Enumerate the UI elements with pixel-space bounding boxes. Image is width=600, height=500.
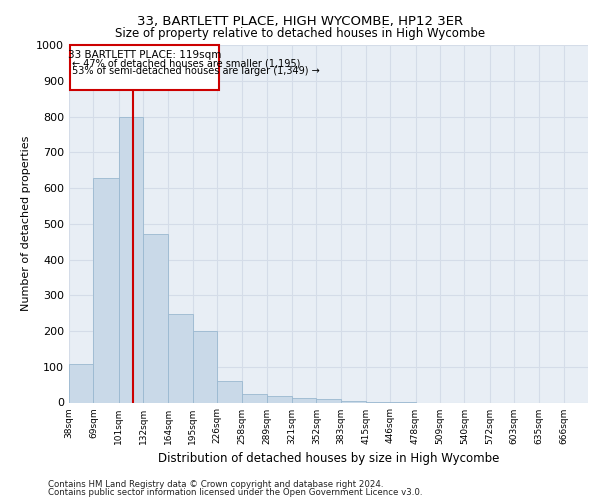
Bar — [168, 314, 193, 402]
Text: 33 BARTLETT PLACE: 119sqm: 33 BARTLETT PLACE: 119sqm — [68, 50, 221, 60]
Bar — [266, 396, 292, 402]
Bar — [217, 381, 242, 402]
Bar — [94, 178, 119, 402]
Bar — [316, 400, 341, 402]
Bar — [292, 398, 316, 402]
Text: Size of property relative to detached houses in High Wycombe: Size of property relative to detached ho… — [115, 28, 485, 40]
Text: Contains HM Land Registry data © Crown copyright and database right 2024.: Contains HM Land Registry data © Crown c… — [48, 480, 383, 489]
Bar — [69, 364, 94, 403]
Text: Contains public sector information licensed under the Open Government Licence v3: Contains public sector information licen… — [48, 488, 422, 497]
Bar — [341, 400, 366, 402]
X-axis label: Distribution of detached houses by size in High Wycombe: Distribution of detached houses by size … — [158, 452, 499, 465]
Y-axis label: Number of detached properties: Number of detached properties — [20, 136, 31, 312]
Bar — [143, 234, 168, 402]
Bar — [242, 394, 266, 402]
Text: 33, BARTLETT PLACE, HIGH WYCOMBE, HP12 3ER: 33, BARTLETT PLACE, HIGH WYCOMBE, HP12 3… — [137, 15, 463, 28]
Bar — [119, 116, 143, 403]
FancyBboxPatch shape — [70, 45, 218, 90]
Bar — [193, 331, 217, 402]
Text: ← 47% of detached houses are smaller (1,195): ← 47% of detached houses are smaller (1,… — [72, 58, 301, 68]
Text: 53% of semi-detached houses are larger (1,349) →: 53% of semi-detached houses are larger (… — [72, 66, 320, 76]
